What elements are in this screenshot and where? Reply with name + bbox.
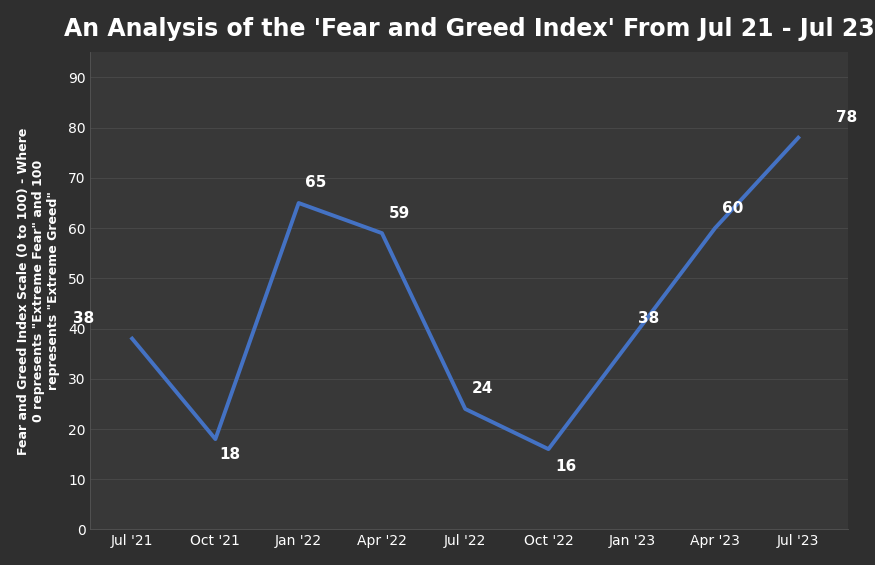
Y-axis label: Fear and Greed Index Scale (0 to 100) - Where
0 represents "Extreme Fear" and 10: Fear and Greed Index Scale (0 to 100) - … (17, 127, 60, 455)
Text: 78: 78 (836, 110, 857, 125)
Text: 59: 59 (388, 206, 410, 220)
Text: 18: 18 (220, 447, 241, 462)
Text: 60: 60 (722, 201, 743, 216)
Text: 24: 24 (472, 381, 494, 397)
Text: 38: 38 (74, 311, 94, 326)
Title: An Analysis of the 'Fear and Greed Index' From Jul 21 - Jul 23: An Analysis of the 'Fear and Greed Index… (64, 16, 875, 41)
Text: 38: 38 (639, 311, 660, 326)
Text: 16: 16 (555, 459, 577, 474)
Text: 65: 65 (305, 176, 326, 190)
